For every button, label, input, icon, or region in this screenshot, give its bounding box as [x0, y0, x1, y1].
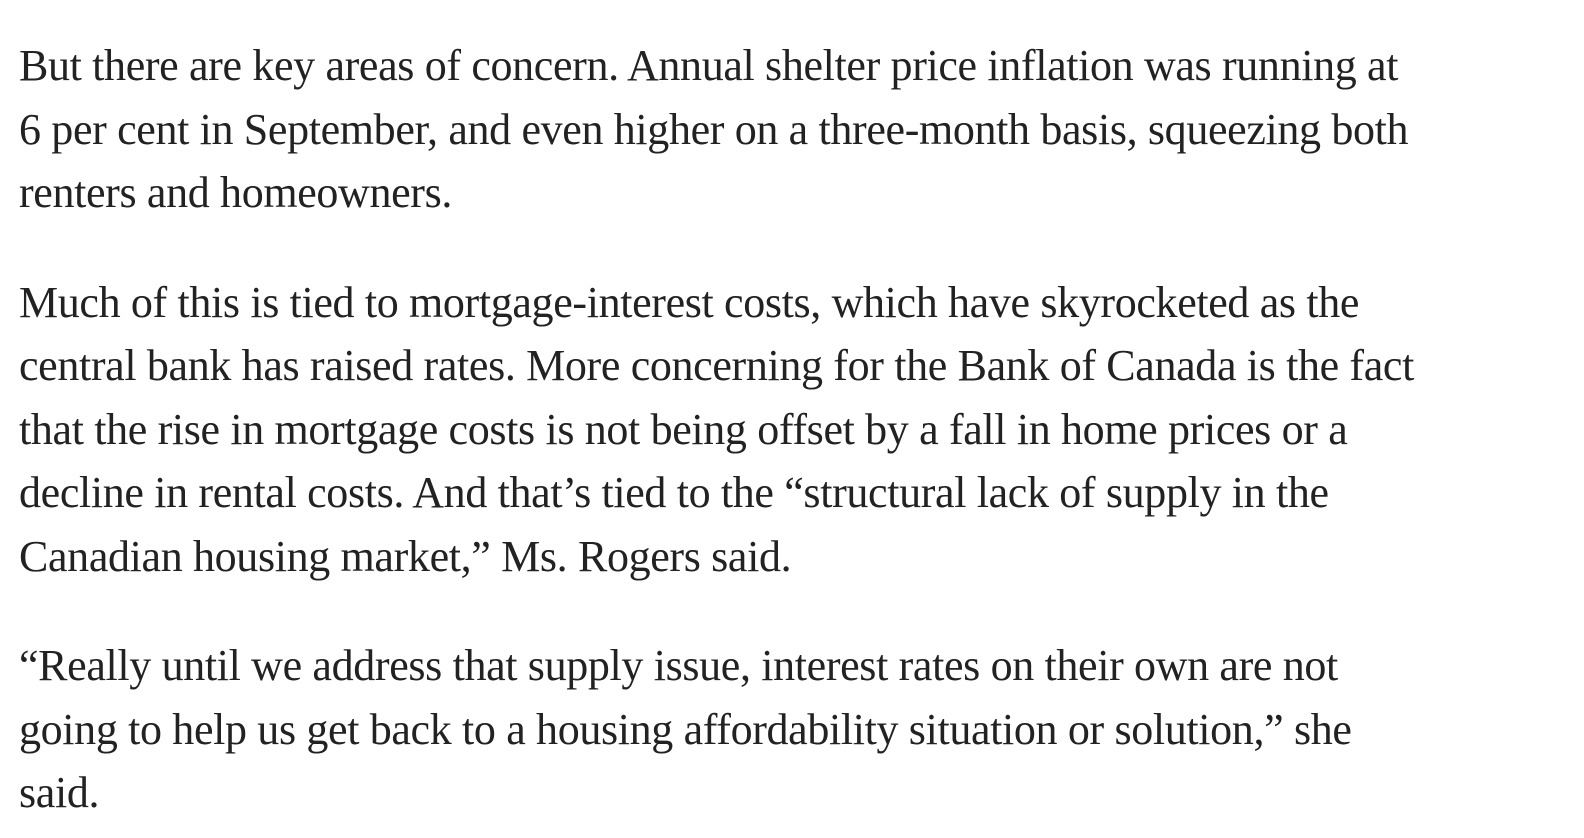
text-line: renters and homeowners.	[19, 168, 453, 217]
text-line: going to help us get back to a housing a…	[19, 704, 1352, 754]
text-line: decline in rental costs. And that’s tied…	[19, 468, 1329, 517]
text-line: Much of this is tied to mortgage-interes…	[19, 277, 1360, 327]
paragraph-supply-quote: “Really until we address that supply iss…	[19, 634, 1564, 825]
paragraph-mortgage-costs: Much of this is tied to mortgage-interes…	[19, 271, 1564, 589]
text-line: “Really until we address that supply iss…	[19, 641, 1338, 690]
text-line: Canadian housing market,” Ms. Rogers sai…	[19, 531, 792, 581]
text-line: But there are key areas of concern. Annu…	[19, 41, 1399, 90]
paragraph-shelter-inflation: But there are key areas of concern. Annu…	[19, 34, 1564, 225]
text-line: said.	[19, 768, 100, 817]
text-line: central bank has raised rates. More conc…	[19, 341, 1414, 390]
text-line: that the rise in mortgage costs is not b…	[19, 404, 1348, 454]
article-body: But there are key areas of concern. Annu…	[19, 34, 1564, 825]
text-line: 6 per cent in September, and even higher…	[19, 104, 1409, 154]
